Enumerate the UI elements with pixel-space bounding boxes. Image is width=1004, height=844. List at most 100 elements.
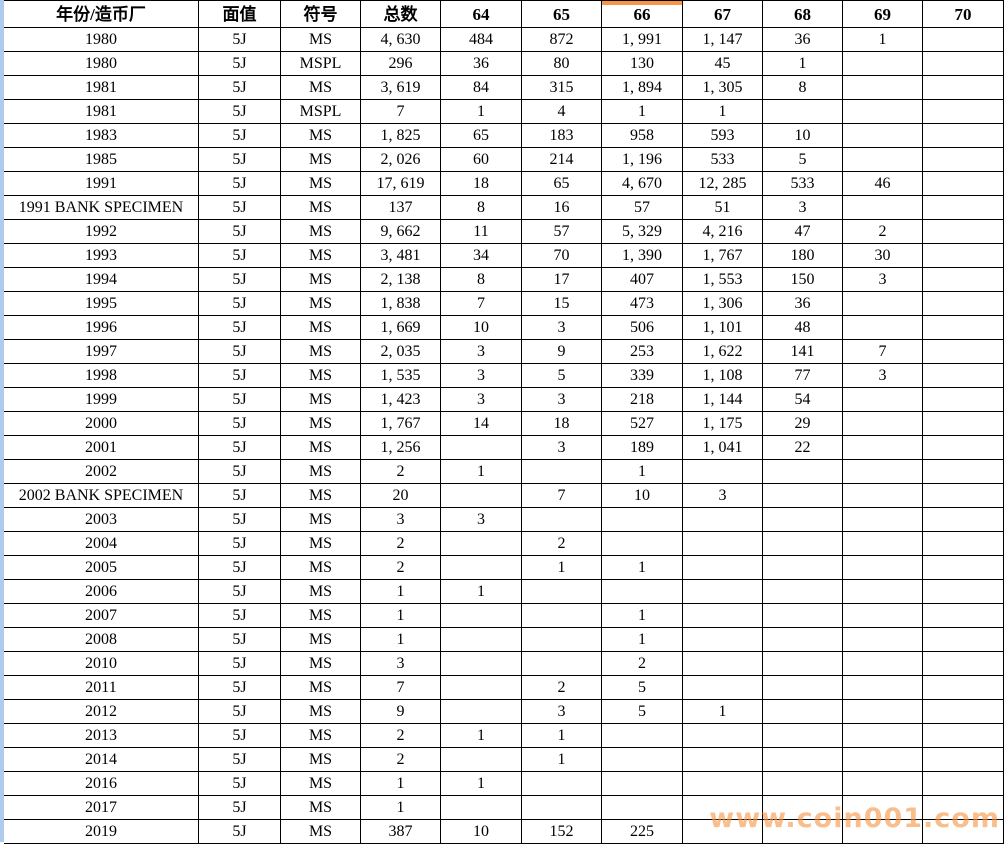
cell[interactable]: MS — [281, 364, 361, 387]
cell[interactable] — [602, 580, 683, 603]
cell[interactable]: 2017 — [4, 796, 199, 819]
cell[interactable]: 5J — [199, 556, 281, 579]
cell[interactable] — [923, 244, 1004, 267]
cell[interactable]: MS — [281, 244, 361, 267]
cell[interactable]: 1, 767 — [683, 244, 763, 267]
cell[interactable]: 218 — [602, 388, 683, 411]
cell[interactable]: 5 — [522, 364, 602, 387]
cell[interactable]: 407 — [602, 268, 683, 291]
cell[interactable]: 7 — [361, 676, 441, 699]
header-cell[interactable]: 66 — [602, 1, 683, 27]
cell[interactable] — [923, 436, 1004, 459]
cell[interactable] — [522, 628, 602, 651]
cell[interactable]: 5J — [199, 532, 281, 555]
cell[interactable]: 1 — [441, 580, 522, 603]
cell[interactable] — [923, 748, 1004, 771]
cell[interactable]: 3 — [683, 484, 763, 507]
cell[interactable] — [763, 724, 843, 747]
cell[interactable]: 9 — [522, 340, 602, 363]
cell[interactable]: 1, 622 — [683, 340, 763, 363]
cell[interactable]: MS — [281, 412, 361, 435]
cell[interactable]: 3 — [763, 196, 843, 219]
cell[interactable]: 533 — [683, 148, 763, 171]
cell[interactable]: 1 — [522, 724, 602, 747]
cell[interactable]: 2 — [361, 724, 441, 747]
cell[interactable]: 1 — [441, 724, 522, 747]
cell[interactable]: 15 — [522, 292, 602, 315]
cell[interactable] — [923, 100, 1004, 123]
cell[interactable] — [602, 724, 683, 747]
cell[interactable]: 3 — [843, 268, 923, 291]
cell[interactable] — [683, 508, 763, 531]
cell[interactable]: 253 — [602, 340, 683, 363]
cell[interactable] — [923, 580, 1004, 603]
cell[interactable]: 1 — [602, 100, 683, 123]
cell[interactable]: MS — [281, 628, 361, 651]
cell[interactable]: 506 — [602, 316, 683, 339]
cell[interactable]: 1 — [602, 628, 683, 651]
cell[interactable]: 5J — [199, 460, 281, 483]
cell[interactable]: MS — [281, 580, 361, 603]
cell[interactable]: 5J — [199, 412, 281, 435]
cell[interactable] — [683, 724, 763, 747]
cell[interactable] — [602, 508, 683, 531]
cell[interactable]: 3, 619 — [361, 76, 441, 99]
cell[interactable]: 3 — [441, 508, 522, 531]
cell[interactable]: 5J — [199, 340, 281, 363]
cell[interactable] — [843, 124, 923, 147]
cell[interactable]: 34 — [441, 244, 522, 267]
cell[interactable]: 65 — [522, 172, 602, 195]
cell[interactable] — [923, 340, 1004, 363]
cell[interactable]: 5J — [199, 772, 281, 795]
cell[interactable]: 1993 — [4, 244, 199, 267]
cell[interactable]: 10 — [602, 484, 683, 507]
cell[interactable]: 77 — [763, 364, 843, 387]
header-cell[interactable]: 68 — [763, 1, 843, 27]
cell[interactable] — [923, 532, 1004, 555]
cell[interactable]: 1, 147 — [683, 28, 763, 51]
cell[interactable] — [843, 76, 923, 99]
cell[interactable]: 2 — [522, 676, 602, 699]
cell[interactable]: 51 — [683, 196, 763, 219]
cell[interactable]: 1995 — [4, 292, 199, 315]
cell[interactable]: 141 — [763, 340, 843, 363]
cell[interactable]: 1, 535 — [361, 364, 441, 387]
cell[interactable]: 11 — [441, 220, 522, 243]
cell[interactable] — [683, 772, 763, 795]
cell[interactable]: MS — [281, 268, 361, 291]
cell[interactable]: 2 — [522, 532, 602, 555]
cell[interactable]: 5 — [763, 148, 843, 171]
cell[interactable]: 2010 — [4, 652, 199, 675]
cell[interactable] — [441, 700, 522, 723]
cell[interactable] — [683, 676, 763, 699]
cell[interactable]: 1 — [602, 460, 683, 483]
cell[interactable] — [763, 652, 843, 675]
cell[interactable]: 2 — [361, 460, 441, 483]
cell[interactable] — [763, 508, 843, 531]
cell[interactable]: MS — [281, 436, 361, 459]
cell[interactable] — [843, 700, 923, 723]
cell[interactable]: 3 — [361, 508, 441, 531]
cell[interactable]: 7 — [843, 340, 923, 363]
cell[interactable] — [923, 412, 1004, 435]
cell[interactable]: 5J — [199, 796, 281, 819]
cell[interactable]: 1, 041 — [683, 436, 763, 459]
cell[interactable] — [923, 28, 1004, 51]
cell[interactable]: 10 — [441, 820, 522, 843]
cell[interactable]: MSPL — [281, 52, 361, 75]
cell[interactable]: 1 — [441, 460, 522, 483]
cell[interactable]: MS — [281, 148, 361, 171]
cell[interactable]: 4, 630 — [361, 28, 441, 51]
cell[interactable]: 5, 329 — [602, 220, 683, 243]
cell[interactable] — [843, 772, 923, 795]
cell[interactable] — [763, 460, 843, 483]
cell[interactable]: MS — [281, 460, 361, 483]
cell[interactable]: 1 — [522, 748, 602, 771]
cell[interactable]: MS — [281, 700, 361, 723]
cell[interactable]: 1, 423 — [361, 388, 441, 411]
cell[interactable]: 1 — [683, 100, 763, 123]
cell[interactable]: 5J — [199, 148, 281, 171]
cell[interactable] — [843, 604, 923, 627]
cell[interactable]: 1 — [602, 604, 683, 627]
cell[interactable] — [923, 652, 1004, 675]
